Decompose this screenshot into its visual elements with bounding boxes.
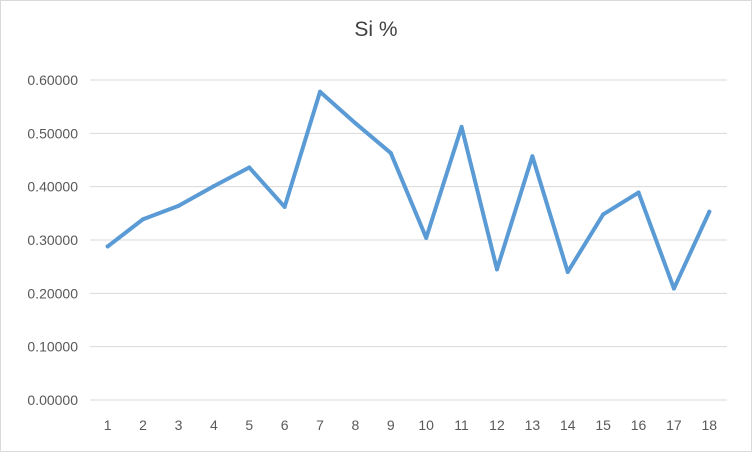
y-tick-label: 0.40000 <box>27 179 78 195</box>
y-tick-label: 0.20000 <box>27 285 78 301</box>
y-tick-label: 0.50000 <box>27 125 78 141</box>
x-tick-label: 12 <box>489 417 505 433</box>
data-point <box>282 204 287 209</box>
data-point <box>176 203 181 208</box>
data-point <box>494 267 499 272</box>
x-tick-label: 17 <box>666 417 682 433</box>
x-tick-label: 14 <box>560 417 576 433</box>
x-tick-label: 13 <box>525 417 541 433</box>
data-point <box>353 121 358 126</box>
data-point <box>671 286 676 291</box>
x-tick-label: 2 <box>139 417 147 433</box>
data-point <box>318 89 323 94</box>
x-tick-label: 8 <box>352 417 360 433</box>
x-tick-label: 7 <box>316 417 324 433</box>
data-point <box>211 184 216 189</box>
data-point <box>141 217 146 222</box>
y-tick-label: 0.00000 <box>27 392 78 408</box>
data-point <box>565 270 570 274</box>
y-tick-label: 0.30000 <box>27 232 78 248</box>
data-point <box>247 165 252 170</box>
data-point <box>636 190 641 195</box>
x-tick-label: 15 <box>595 417 611 433</box>
data-point <box>388 151 393 156</box>
series-line <box>105 89 712 291</box>
x-tick-label: 6 <box>281 417 289 433</box>
data-point <box>530 154 535 159</box>
data-point <box>601 212 606 217</box>
data-point <box>105 244 110 249</box>
chart-title: Si % <box>354 18 398 41</box>
x-tick-label: 1 <box>104 417 112 433</box>
x-tick-label: 3 <box>175 417 183 433</box>
y-tick-label: 0.60000 <box>27 72 78 88</box>
x-tick-label: 11 <box>454 417 469 433</box>
x-tick-label: 10 <box>418 417 434 433</box>
x-tick-label: 18 <box>702 417 718 433</box>
y-tick-label: 0.10000 <box>27 339 78 355</box>
x-tick-label: 4 <box>210 417 218 433</box>
data-point <box>424 235 429 240</box>
x-tick-label: 9 <box>387 417 395 433</box>
x-tick-label: 5 <box>245 417 253 433</box>
data-point <box>459 124 464 129</box>
x-tick-label: 16 <box>631 417 647 433</box>
data-point <box>707 209 712 214</box>
